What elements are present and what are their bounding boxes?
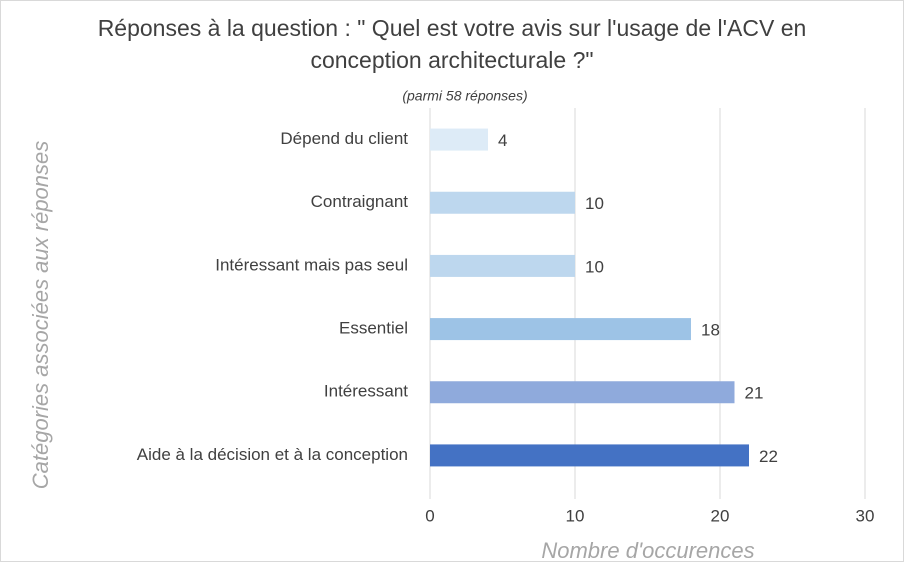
chart-title: Réponses à la question : " Quel est votr… — [97, 15, 807, 73]
data-label: 10 — [585, 194, 604, 213]
x-tick-label: 30 — [856, 506, 875, 525]
data-label: 10 — [585, 257, 604, 276]
data-label: 4 — [498, 131, 507, 150]
x-tick-label: 0 — [425, 506, 434, 525]
y-tick-label: Essentiel — [339, 319, 408, 338]
y-axis-label: Catégories associées aux réponses — [28, 141, 53, 490]
y-tick-label: Contraignant — [311, 192, 409, 211]
x-tick-label: 10 — [566, 506, 585, 525]
y-tick-label: Dépend du client — [280, 129, 408, 148]
y-tick-label: Intéressant mais pas seul — [215, 255, 408, 274]
x-axis-label: Nombre d'occurences — [541, 538, 754, 562]
bar — [430, 444, 749, 467]
bar — [430, 128, 488, 151]
bar — [430, 318, 691, 341]
data-label: 21 — [745, 384, 764, 403]
x-tick-label: 20 — [711, 506, 730, 525]
y-tick-label: Aide à la décision et à la conception — [137, 445, 408, 464]
subtitle: (parmi 58 réponses) — [402, 88, 527, 104]
y-tick-label: Intéressant — [324, 382, 408, 401]
bar — [430, 191, 575, 214]
bar — [430, 254, 575, 277]
data-label: 22 — [759, 447, 778, 466]
bar — [430, 381, 735, 404]
data-label: 18 — [701, 321, 720, 340]
